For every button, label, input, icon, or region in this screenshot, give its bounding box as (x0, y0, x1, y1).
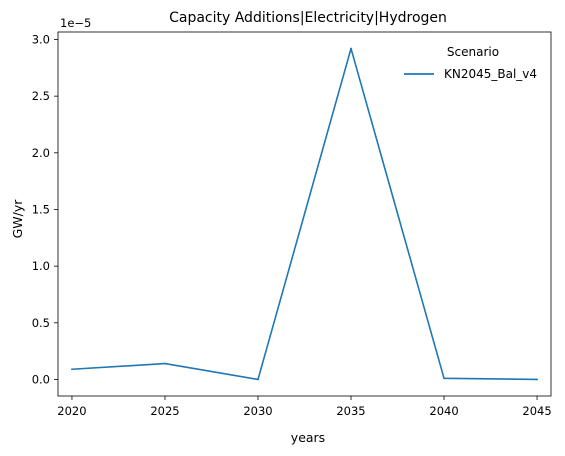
x-tick-label: 2045 (522, 404, 551, 418)
series-line-0 (71, 47, 538, 381)
y-tick-label: 1.5 (32, 202, 50, 216)
y-tick-label: 2.5 (32, 89, 50, 103)
x-tick-label: 2020 (57, 404, 86, 418)
y-tick-label: 3.0 (32, 32, 50, 46)
y-tick-label: 0.5 (32, 316, 50, 330)
legend-label-kn2045-bal-v4: KN2045_Bal_v4 (444, 67, 537, 81)
chart-title: Capacity Additions|Electricity|Hydrogen (169, 10, 447, 26)
data-point (71, 368, 73, 371)
x-tick-label: 2035 (336, 404, 365, 418)
data-point (350, 47, 352, 50)
legend: Scenario KN2045_Bal_v4 (404, 45, 537, 81)
y-axis: 0.0 0.5 1.0 1.5 2.0 2.5 3.0 (32, 32, 58, 386)
x-tick-label: 2040 (429, 404, 458, 418)
data-point (443, 377, 445, 380)
y-tick-label: 1.0 (32, 259, 50, 273)
x-tick-label: 2030 (243, 404, 272, 418)
legend-title: Scenario (447, 45, 499, 59)
x-axis: 2020 2025 2030 2035 2040 2045 (57, 396, 552, 418)
y-tick-label: 0.0 (32, 372, 50, 386)
data-point (536, 378, 538, 381)
x-axis-label: years (291, 430, 325, 445)
y-offset-text: 1e−5 (60, 16, 91, 30)
data-point (257, 378, 259, 381)
y-tick-label: 2.0 (32, 146, 50, 160)
x-tick-label: 2025 (150, 404, 179, 418)
plot-area (57, 31, 552, 397)
y-axis-label: GW/yr (10, 199, 25, 239)
plot-frame (57, 31, 552, 397)
data-point (164, 362, 166, 365)
